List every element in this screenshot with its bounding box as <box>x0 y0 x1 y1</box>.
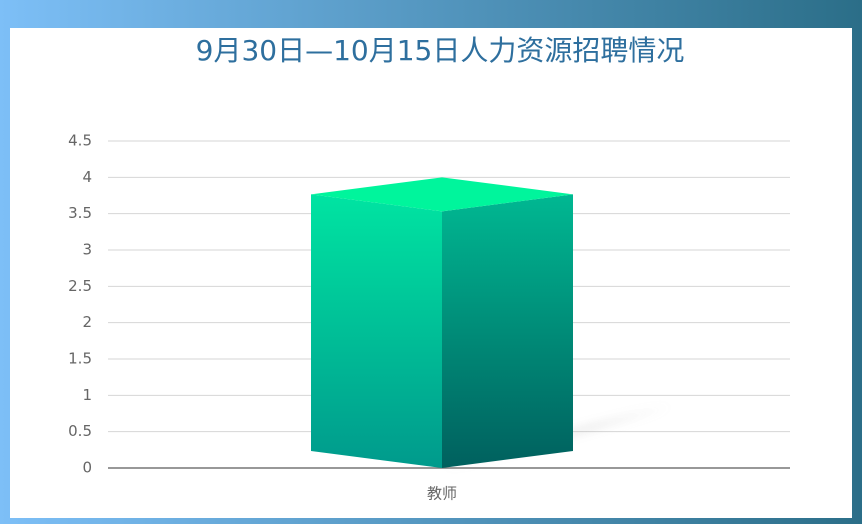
y-tick-label: 3 <box>82 241 92 259</box>
y-tick-label: 2 <box>82 313 92 331</box>
y-tick-label: 0 <box>82 459 92 477</box>
x-tick-label: 教师 <box>427 485 457 503</box>
y-tick-label: 2.5 <box>68 277 92 295</box>
bar-face-left <box>311 194 442 469</box>
y-tick-label: 4 <box>82 168 92 186</box>
bar <box>311 177 672 469</box>
bar-face-top <box>311 177 573 212</box>
y-tick-label: 1.5 <box>68 350 92 368</box>
y-tick-label: 0.5 <box>68 422 92 440</box>
chart-title: 9月30日—10月15日人力资源招聘情况 <box>196 34 685 67</box>
bar-face-right <box>442 194 573 469</box>
y-tick-label: 4.5 <box>68 132 92 150</box>
y-tick-label: 3.5 <box>68 204 92 222</box>
y-tick-label: 1 <box>82 386 92 404</box>
